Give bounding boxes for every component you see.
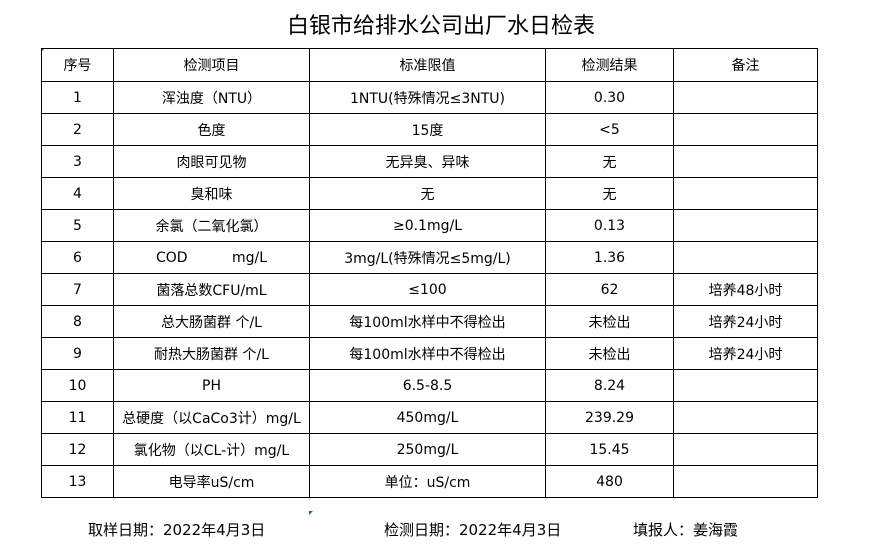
cell-remark — [673, 401, 818, 434]
cell-remark — [673, 369, 818, 402]
table-row: 3 肉眼可见物 无异臭、异味无 — [41, 145, 818, 178]
cell-standard: 每100ml水样中不得检出 — [309, 305, 546, 338]
table-row: 4 臭和味无无 — [41, 177, 818, 210]
cell-seq: 8 — [41, 305, 114, 338]
sampling-date: 取样日期：2022年4月3日 — [88, 521, 266, 539]
cell-remark — [673, 113, 818, 146]
cell-remark: 培养24小时 — [673, 337, 818, 370]
cell-item: COD mg/L — [113, 241, 310, 274]
table-row: 10 PH 6.5-8.5 8.24 — [41, 369, 818, 402]
cell-item: 色度 — [113, 113, 310, 146]
cell-seq: 11 — [41, 401, 114, 434]
cell-result: 15.45 — [545, 433, 674, 466]
cell-remark: 培养48小时 — [673, 273, 818, 306]
header-seq: 序号 — [41, 48, 114, 82]
cell-result: 62 — [545, 273, 674, 306]
cell-result: 480 — [545, 465, 674, 498]
cell-remark — [673, 145, 818, 178]
table-row: 11 总硬度（以CaCo3计）mg/L 450mg/L 239.29 — [41, 401, 818, 434]
table-row: 1 浑浊度（NTU） 1NTU(特殊情况≤3NTU) 0.30 — [41, 81, 818, 114]
cell-item: PH — [113, 369, 310, 402]
cell-standard: 1NTU(特殊情况≤3NTU) — [309, 81, 546, 114]
cell-standard: 每100ml水样中不得检出 — [309, 337, 546, 370]
cell-item: 菌落总数CFU/mL — [113, 273, 310, 306]
cell-seq: 1 — [41, 81, 114, 114]
cell-item: 臭和味 — [113, 177, 310, 210]
reporter: 填报人：姜海霞 — [633, 521, 739, 539]
cell-standard: 无 — [309, 177, 546, 210]
cell-remark — [673, 177, 818, 210]
cell-remark — [673, 209, 818, 242]
cell-seq: 13 — [41, 465, 114, 498]
cell-standard: 450mg/L — [309, 401, 546, 434]
page-title: 白银市给排水公司出厂水日检表 — [286, 14, 595, 39]
table-row: 6 COD mg/L 3mg/L(特殊情况≤5mg/L) 1.36 — [41, 241, 818, 274]
cell-item: 电导率uS/cm — [113, 465, 310, 498]
cell-item: 肉眼可见物 — [113, 145, 310, 178]
cell-item: 氯化物（以CL-计）mg/L — [113, 433, 310, 466]
table-row: 9 耐热大肠菌群 个/L 每100ml水样中不得检出 未检出 培养24小时 — [41, 337, 818, 370]
table-row: 13 电导率uS/cm 单位：uS/cm 480 — [41, 465, 818, 498]
header-standard: 标准限值 — [309, 48, 546, 82]
header-item: 检测项目 — [113, 48, 310, 82]
header-remark: 备注 — [673, 48, 818, 82]
cell-standard: 6.5-8.5 — [309, 369, 546, 402]
cell-remark — [673, 81, 818, 114]
test-date: 检测日期：2022年4月3日 — [384, 521, 562, 539]
cell-remark — [673, 465, 818, 498]
cell-result: 未检出 — [545, 337, 674, 370]
cell-result: 无 — [545, 145, 674, 178]
cell-item: 浑浊度（NTU） — [113, 81, 310, 114]
cell-remark — [673, 241, 818, 274]
cell-result: 8.24 — [545, 369, 674, 402]
table-row: 8 总大肠菌群 个/L 每100ml水样中不得检出 未检出 培养24小时 — [41, 305, 818, 338]
cell-result: 0.30 — [545, 81, 674, 114]
cell-seq: 4 — [41, 177, 114, 210]
cell-seq: 12 — [41, 433, 114, 466]
cell-result: 未检出 — [545, 305, 674, 338]
cell-standard: 无异臭、异味 — [309, 145, 546, 178]
cell-standard: 15度 — [309, 113, 546, 146]
cell-seq: 7 — [41, 273, 114, 306]
cell-standard: ≤100 — [309, 273, 546, 306]
cell-result: <5 — [545, 113, 674, 146]
inspection-table: 序号 检测项目 标准限值 检测结果 备注 1 浑浊度（NTU） 1NTU(特殊情况≤3NTU)… — [41, 48, 818, 498]
cell-marker — [309, 511, 313, 515]
table-row: 12 氯化物（以CL-计）mg/L 250mg/L 15.45 — [41, 433, 818, 466]
cell-result: 0.13 — [545, 209, 674, 242]
header-row: 序号 检测项目 标准限值 检测结果 备注 — [41, 48, 818, 82]
header-result: 检测结果 — [545, 48, 674, 82]
table-row: 5 余氯（二氧化氯） ≥0.1mg/L 0.13 — [41, 209, 818, 242]
cell-seq: 3 — [41, 145, 114, 178]
cell-standard: ≥0.1mg/L — [309, 209, 546, 242]
cell-standard: 3mg/L(特殊情况≤5mg/L) — [309, 241, 546, 274]
cell-item: 总硬度（以CaCo3计）mg/L — [113, 401, 310, 434]
cell-seq: 2 — [41, 113, 114, 146]
cell-item: 耐热大肠菌群 个/L — [113, 337, 310, 370]
cell-result: 无 — [545, 177, 674, 210]
cell-standard: 250mg/L — [309, 433, 546, 466]
cell-item: 余氯（二氧化氯） — [113, 209, 310, 242]
cell-seq: 5 — [41, 209, 114, 242]
cell-remark: 培养24小时 — [673, 305, 818, 338]
table-row: 7 菌落总数CFU/mL ≤100 62 培养48小时 — [41, 273, 818, 306]
cell-result: 1.36 — [545, 241, 674, 274]
cell-result: 239.29 — [545, 401, 674, 434]
table-row: 2 色度 15度 <5 — [41, 113, 818, 146]
cell-item: 总大肠菌群 个/L — [113, 305, 310, 338]
cell-seq: 9 — [41, 337, 114, 370]
cell-seq: 10 — [41, 369, 114, 402]
cell-seq: 6 — [41, 241, 114, 274]
cell-remark — [673, 433, 818, 466]
cell-standard: 单位：uS/cm — [309, 465, 546, 498]
